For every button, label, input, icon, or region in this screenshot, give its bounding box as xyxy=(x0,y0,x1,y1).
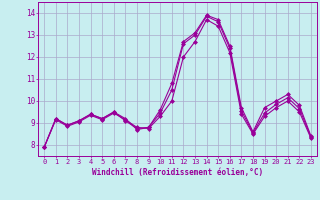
X-axis label: Windchill (Refroidissement éolien,°C): Windchill (Refroidissement éolien,°C) xyxy=(92,168,263,177)
